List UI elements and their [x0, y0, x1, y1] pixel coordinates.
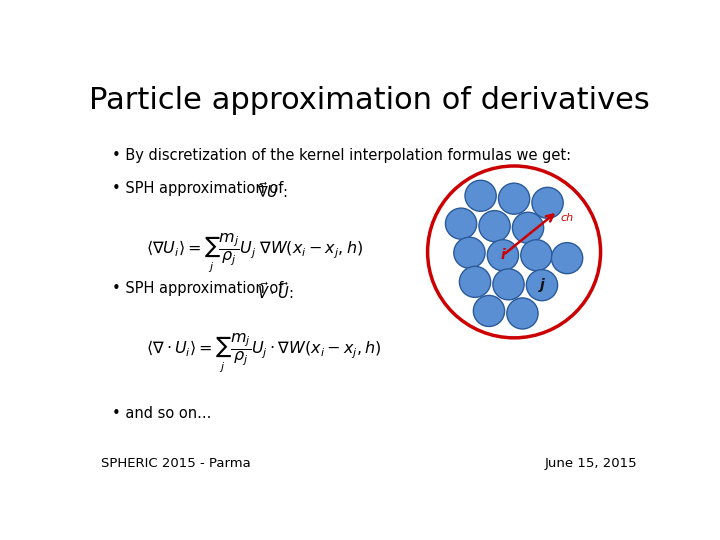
Text: SPHERIC 2015 - Parma: SPHERIC 2015 - Parma [101, 457, 251, 470]
Text: • SPH approximation of: • SPH approximation of [112, 281, 288, 296]
Text: • SPH approximation of: • SPH approximation of [112, 181, 288, 196]
Ellipse shape [507, 298, 538, 329]
Ellipse shape [479, 211, 510, 242]
Text: Particle approximation of derivatives: Particle approximation of derivatives [89, 85, 649, 114]
Ellipse shape [473, 295, 505, 327]
Text: ch: ch [560, 213, 574, 223]
Ellipse shape [454, 237, 485, 268]
Ellipse shape [532, 187, 563, 218]
Ellipse shape [487, 240, 518, 271]
Ellipse shape [526, 269, 557, 301]
Text: • and so on...: • and so on... [112, 406, 212, 421]
Text: i: i [500, 248, 505, 262]
Text: $\left\langle \nabla U_i \right\rangle = \sum_j \dfrac{m_j}{\rho_j} U_j \; \nabl: $\left\langle \nabla U_i \right\rangle =… [145, 231, 363, 274]
Ellipse shape [552, 242, 582, 274]
Ellipse shape [459, 266, 490, 298]
Text: j: j [539, 278, 544, 292]
Text: $\vec{V} \cdot \vec{U}$:: $\vec{V} \cdot \vec{U}$: [258, 281, 294, 302]
Ellipse shape [493, 269, 524, 300]
Ellipse shape [446, 208, 477, 239]
Text: $\vec{\nabla}U$ :: $\vec{\nabla}U$ : [258, 181, 288, 201]
Ellipse shape [498, 183, 530, 214]
Text: $\left\langle \nabla \cdot U_i \right\rangle = \sum_j \dfrac{m_j}{\rho_j} U_j \c: $\left\langle \nabla \cdot U_i \right\ra… [145, 331, 382, 374]
Ellipse shape [465, 180, 496, 211]
Text: • By discretization of the kernel interpolation formulas we get:: • By discretization of the kernel interp… [112, 148, 572, 163]
Ellipse shape [521, 240, 552, 271]
Ellipse shape [513, 212, 544, 244]
Text: June 15, 2015: June 15, 2015 [544, 457, 637, 470]
